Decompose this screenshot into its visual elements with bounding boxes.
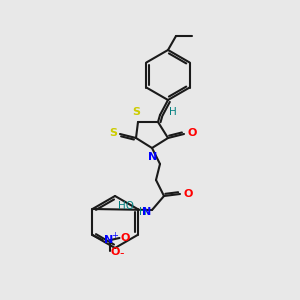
Text: O: O bbox=[183, 189, 192, 199]
Text: S: S bbox=[109, 128, 117, 138]
Text: O: O bbox=[187, 128, 196, 138]
Text: N: N bbox=[148, 152, 158, 162]
Text: S: S bbox=[132, 107, 140, 117]
Text: -: - bbox=[119, 248, 124, 260]
Text: HO: HO bbox=[118, 201, 134, 211]
Text: O: O bbox=[121, 233, 130, 243]
Text: H: H bbox=[169, 107, 177, 117]
Text: N: N bbox=[104, 235, 114, 245]
Text: N: N bbox=[142, 207, 151, 217]
Text: O: O bbox=[110, 247, 120, 257]
Text: +: + bbox=[112, 230, 118, 239]
Text: H: H bbox=[139, 207, 147, 217]
